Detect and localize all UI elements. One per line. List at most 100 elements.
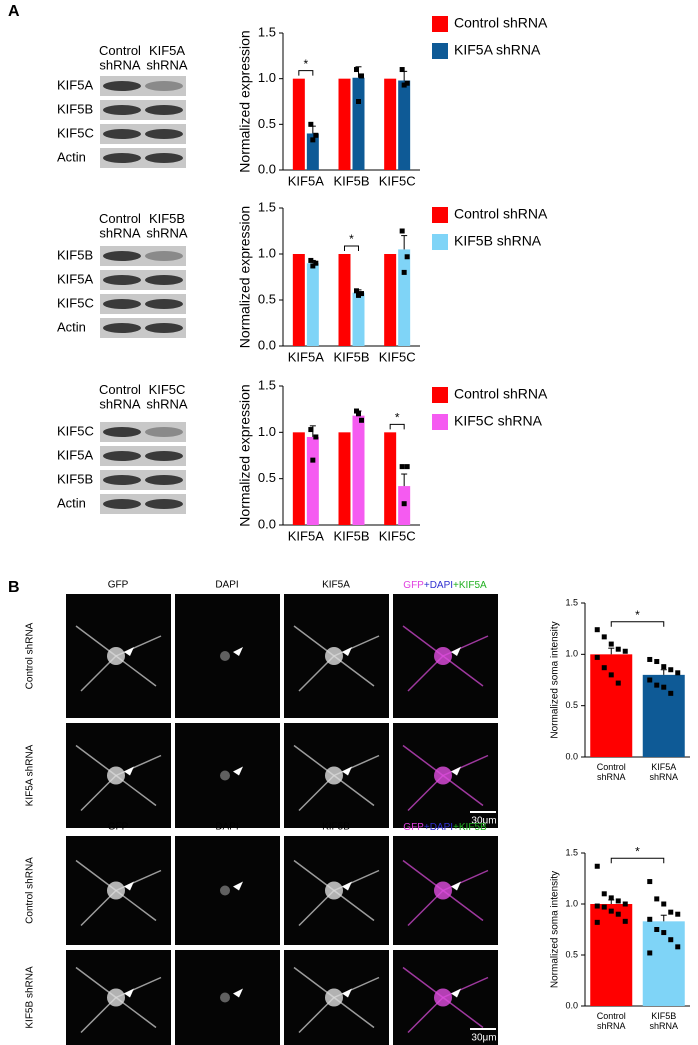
blot-strip [100, 76, 186, 96]
bar [398, 80, 411, 170]
legend-swatch [432, 387, 448, 403]
blot-strip [100, 422, 186, 442]
micrograph-row-label: Control shRNA [25, 857, 36, 924]
legend-swatch [432, 207, 448, 223]
significance-bracket [344, 245, 359, 251]
neurite [115, 976, 162, 999]
blot-row-label: Actin [57, 149, 86, 164]
blot-strip [100, 246, 186, 266]
neurite [75, 966, 117, 999]
data-point [404, 80, 410, 86]
neurite [442, 869, 489, 892]
data-point [615, 911, 621, 917]
y-tick-label: 1.0 [258, 424, 276, 439]
arrowhead [233, 988, 243, 998]
bar [398, 249, 411, 346]
blot-band [145, 81, 183, 91]
blot-band [103, 105, 141, 115]
arrowhead [342, 647, 352, 656]
blot-strip [100, 294, 186, 314]
merge-label-part: GFP [403, 822, 424, 833]
data-point [594, 919, 600, 925]
bar [338, 254, 351, 346]
blot-strip [100, 446, 186, 466]
arrowhead [233, 881, 243, 891]
neurite [75, 744, 117, 777]
x-tick-label: KIF5B [333, 349, 369, 364]
bar [292, 432, 305, 525]
data-point [310, 137, 316, 143]
data-point [401, 82, 407, 88]
data-point [354, 288, 359, 294]
x-tick-label: KIF5C [379, 528, 416, 543]
data-point [401, 501, 407, 507]
data-point [668, 667, 674, 673]
blot-row-label: KIF5B [57, 101, 93, 116]
neurite [442, 655, 484, 687]
data-point [313, 434, 319, 440]
neurite [293, 966, 335, 999]
neurite [293, 859, 335, 892]
data-point [399, 228, 405, 234]
neurite [407, 889, 444, 927]
arrowhead [124, 988, 134, 998]
y-axis-label: Normalized expression [237, 30, 253, 172]
neurite [442, 889, 484, 922]
blot-strip [100, 100, 186, 120]
blot-band [103, 451, 141, 461]
blot-row-label: Actin [57, 495, 86, 510]
data-point [601, 665, 607, 671]
blot-band [145, 299, 183, 309]
neurite [80, 996, 117, 1034]
blot-column-label: KIF5A shRNA [146, 43, 188, 72]
neurite [333, 655, 375, 687]
data-point [615, 898, 621, 904]
blot-band [145, 275, 183, 285]
significance-bracket [298, 70, 314, 76]
blot-band [103, 299, 141, 309]
legend-label: Control shRNA [454, 206, 548, 222]
data-point [615, 680, 621, 686]
significance-bracket [610, 621, 665, 627]
micrograph-column-label: GFP [108, 580, 129, 591]
data-point [647, 916, 653, 922]
blot-band [103, 475, 141, 485]
data-point [401, 269, 407, 275]
data-point [661, 930, 667, 936]
merge-label-part: +KIF5B [453, 822, 487, 833]
blot-band [145, 251, 183, 261]
data-point [608, 908, 614, 914]
merge-label-part: +DAPI [424, 822, 453, 833]
bar [338, 432, 351, 525]
neurite [115, 774, 157, 807]
data-point [313, 260, 319, 266]
arrowhead [342, 881, 352, 891]
data-point [356, 411, 361, 417]
bar [642, 921, 685, 1006]
neurite [80, 774, 117, 812]
y-tick-label: 1.0 [258, 245, 276, 260]
micrograph-row-label: KIF5A shRNA [25, 744, 36, 806]
neurite [293, 744, 335, 777]
bar [292, 78, 305, 170]
y-tick-label: 1.0 [258, 70, 276, 85]
legend-swatch [432, 16, 448, 32]
arrowhead [233, 766, 243, 776]
y-tick-label: 0.5 [258, 116, 276, 131]
panel-label: B [8, 579, 20, 596]
neurite [402, 859, 444, 892]
blot-row-label: Actin [57, 319, 86, 334]
data-point [354, 408, 359, 414]
blot-row-label: KIF5A [57, 447, 93, 462]
neurite [442, 996, 484, 1029]
x-tick-label: KIF5B [333, 528, 369, 543]
cell-body [220, 651, 230, 661]
neurite [333, 976, 380, 999]
neurite [333, 889, 375, 922]
data-point [615, 646, 621, 652]
data-point [594, 627, 600, 633]
bar [352, 415, 365, 525]
y-tick-label: 0.5 [565, 949, 578, 959]
neurite [75, 625, 117, 657]
neurite [333, 635, 380, 657]
